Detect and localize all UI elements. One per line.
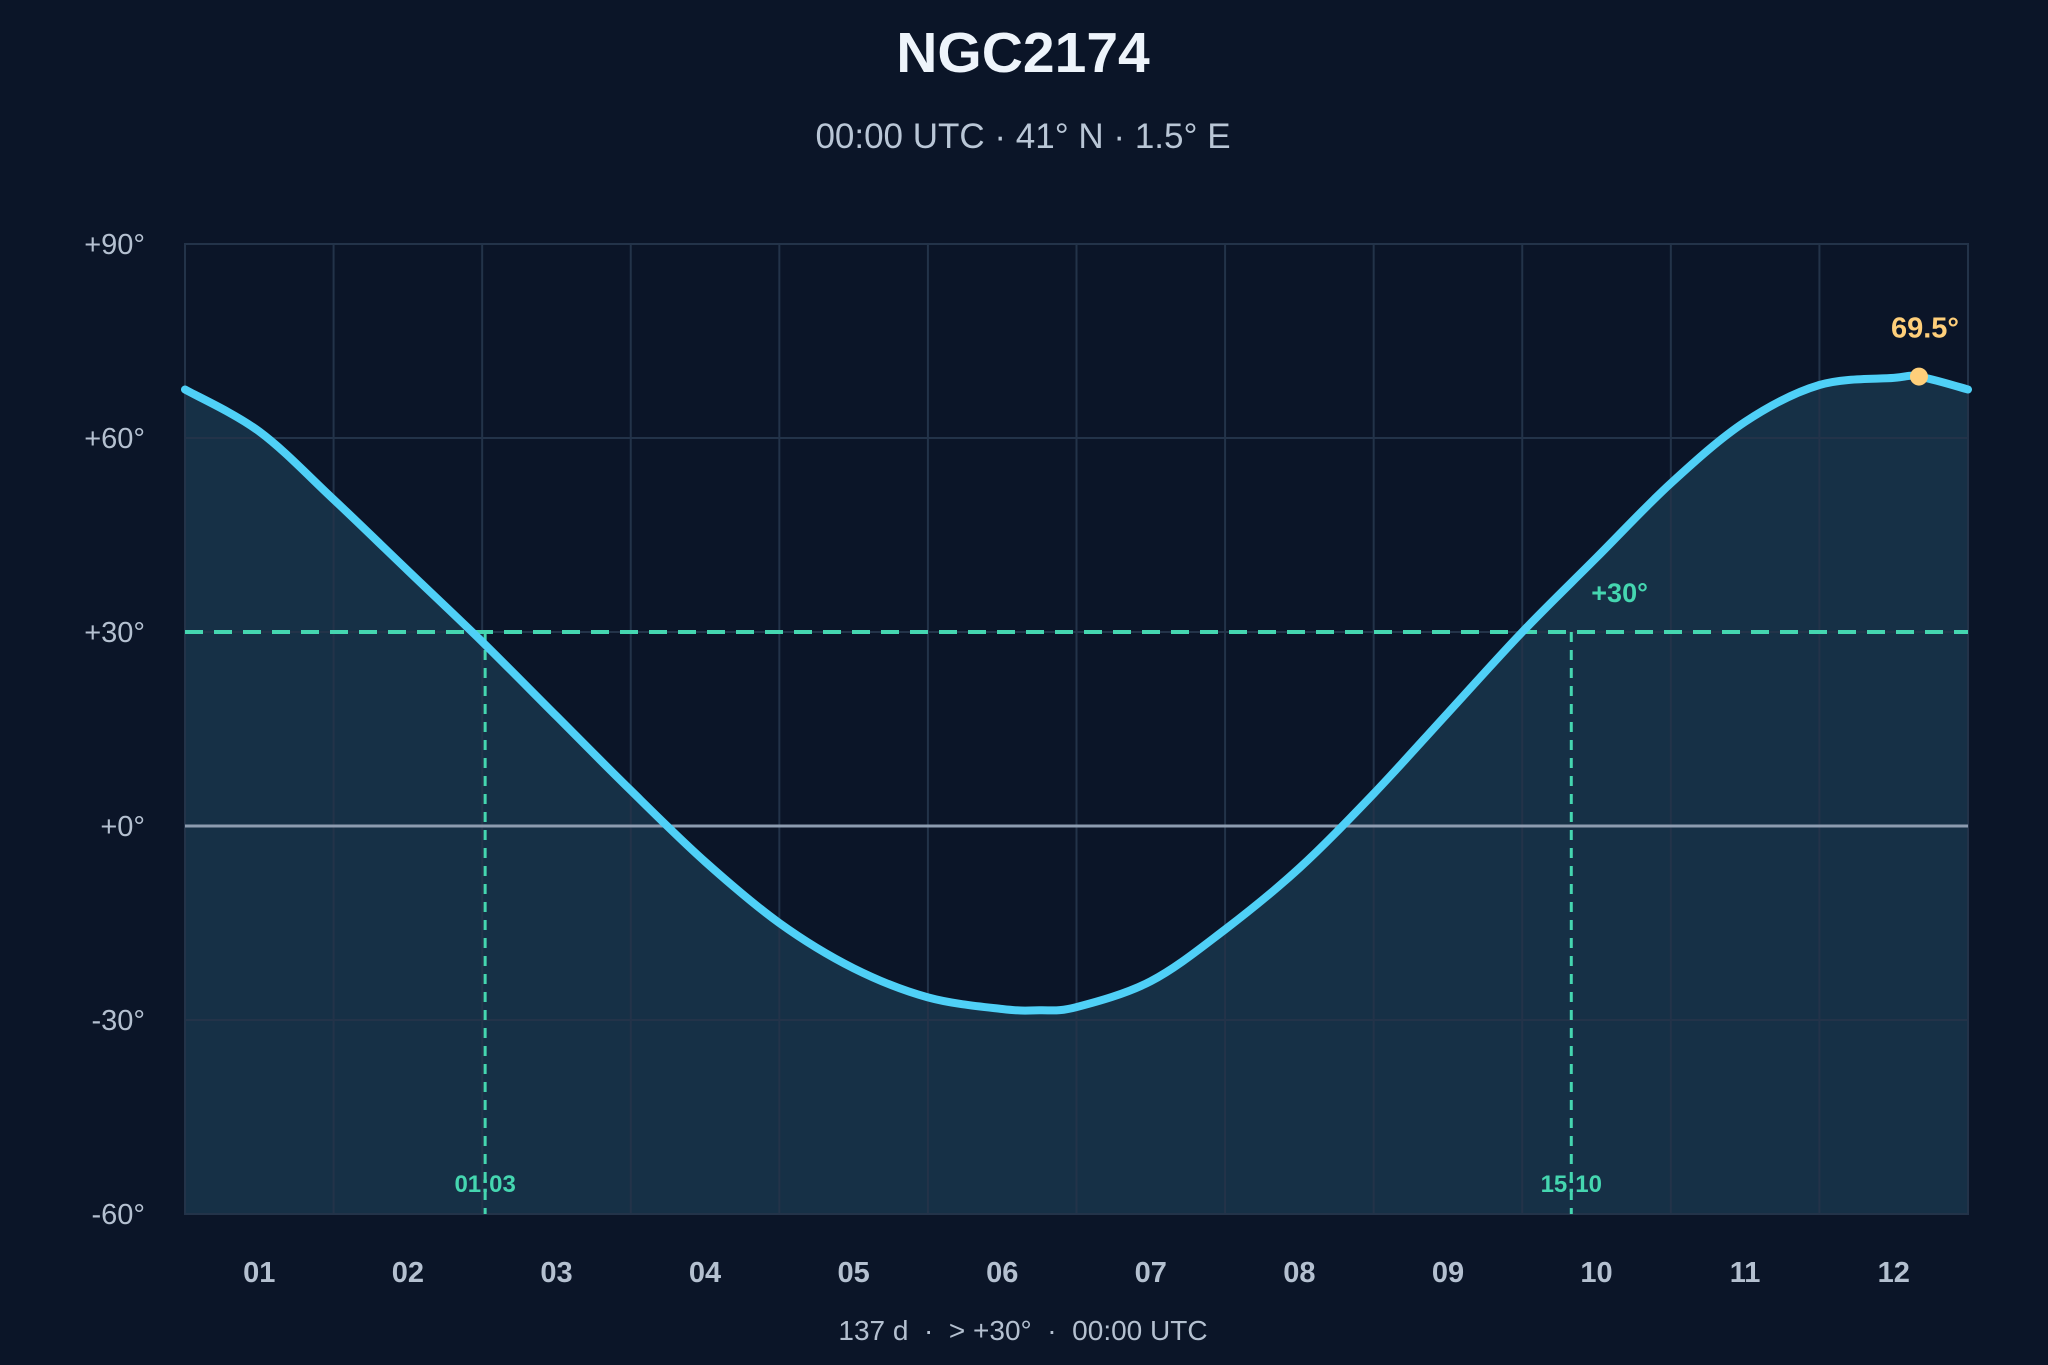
plot-border	[184, 243, 1969, 1215]
y-tick-label: +60°	[84, 423, 145, 455]
crossing-label: 15:10	[1541, 1171, 1602, 1198]
y-tick-label: -60°	[91, 1199, 145, 1231]
grid-layer	[184, 243, 1969, 1215]
peak-label: 69.5°	[1891, 313, 1959, 345]
x-tick-label: 05	[837, 1257, 869, 1289]
chart-title: NGC2174	[896, 21, 1150, 85]
x-tick-label: 09	[1432, 1257, 1464, 1289]
x-tick-label: 02	[392, 1257, 424, 1289]
x-tick-label: 03	[540, 1257, 572, 1289]
threshold-label: +30°	[1591, 578, 1648, 608]
x-tick-label: 10	[1580, 1257, 1612, 1289]
x-tick-label: 04	[689, 1257, 721, 1289]
y-tick-label: +0°	[100, 811, 145, 843]
crossing-label: 01:03	[454, 1171, 515, 1198]
x-tick-label: 01	[243, 1257, 275, 1289]
altitude-curve	[181, 371, 1972, 1015]
chart-footer: 137 d · > +30° · 00:00 UTC	[838, 1315, 1207, 1346]
chart-subtitle: 00:00 UTC · 41° N · 1.5° E	[815, 117, 1230, 156]
x-tick-label: 11	[1730, 1257, 1761, 1289]
label-layer: 01:03 15:10 +30° 69.5° +90° +60° +30° +0° -30° -6…	[84, 229, 1959, 1289]
x-tick-label: 12	[1878, 1257, 1910, 1289]
y-tick-label: -30°	[91, 1005, 145, 1037]
x-tick-label: 06	[986, 1257, 1018, 1289]
peak-marker	[1909, 367, 1928, 386]
x-tick-label: 07	[1135, 1257, 1167, 1289]
mark-layer	[181, 367, 1972, 1214]
y-tick-label: +30°	[84, 617, 145, 649]
x-tick-label: 08	[1283, 1257, 1315, 1289]
y-tick-label: +90°	[84, 229, 145, 261]
